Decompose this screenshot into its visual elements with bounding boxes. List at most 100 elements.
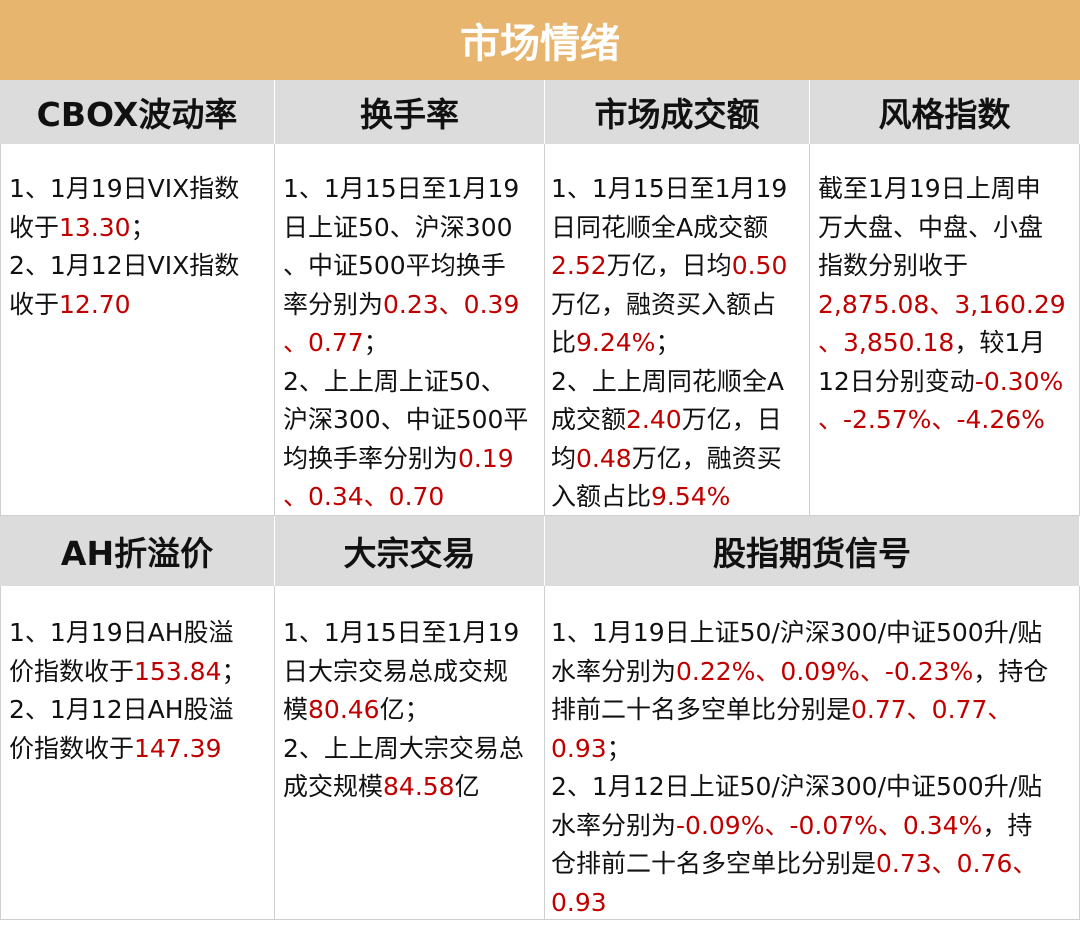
text-segment: 万亿，融资买入额占 (551, 289, 777, 319)
text-segment: 2、上上周同花顺全A (551, 366, 785, 396)
volume-text-line: 比9.24%； (551, 324, 803, 363)
text-segment: 仓排前二十名多空单比分别是 (551, 849, 877, 878)
highlight-value: 、0.77 (283, 328, 364, 357)
text-segment: 亿 (454, 772, 480, 801)
turnover-text-line: 日上证50、沪深300 (283, 209, 538, 248)
turnover-text-line: 率分别为0.23、0.39 (283, 286, 538, 325)
text-segment: 1、1月15日至1月19 (283, 174, 520, 203)
text-segment: 比 (551, 328, 577, 357)
text-segment: 1、1月15日至1月19 (551, 174, 788, 203)
text-segment: 模 (283, 695, 309, 724)
highlight-value: 0.23、0.39 (383, 289, 520, 319)
futures-text-line: 仓排前二十名多空单比分别是0.73、0.76、 (551, 845, 1073, 884)
highlight-value: 、3,850.18 (818, 328, 955, 357)
text-segment: 万大盘、中盘、小盘 (818, 212, 1044, 242)
header-block: 大宗交易 (275, 516, 545, 586)
highlight-value: 0.19 (458, 443, 514, 473)
text-segment: 1、1月19日上证50/沪深300/中证500升/贴 (551, 618, 1043, 647)
style-text-line: 截至1月19日上周申 (818, 170, 1073, 209)
cell-style: 截至1月19日上周申 万大盘、中盘、小盘 指数分别收于 2,875.08、3,160.… (810, 144, 1080, 516)
text-segment: 均换手率分别为 (283, 443, 459, 473)
cbox-text-line: 1、1月19日VIX指数 (9, 170, 268, 209)
text-segment: 收于 (9, 212, 60, 242)
text-segment: 万亿，日均 (606, 251, 732, 280)
highlight-value: 153.84 (134, 656, 222, 686)
text-segment: 2、上上周上证50、 (283, 366, 506, 396)
highlight-value: 0.22%、0.09%、-0.23% (676, 656, 974, 686)
text-segment: 日同花顺全A成交额 (551, 212, 769, 242)
highlight-value: 0.77、0.77、 (851, 695, 1013, 724)
highlight-value: 13.30 (59, 212, 131, 242)
block-text-line: 模80.46亿； (283, 691, 538, 730)
style-text-line: 2,875.08、3,160.29 (818, 286, 1073, 325)
text-segment: 沪深300、中证500平 (283, 405, 529, 434)
text-segment: 2、1月12日AH股溢 (9, 695, 234, 724)
volume-text-line: 成交额2.40万亿，日 (551, 401, 803, 440)
highlight-value: 0.93 (551, 887, 607, 917)
text-segment: 率分别为 (283, 289, 384, 319)
text-segment: 价指数收于 (9, 656, 135, 686)
text-segment: 日大宗交易总成交规 (283, 656, 509, 686)
header-futures: 股指期货信号 (545, 516, 1080, 586)
style-text-line: 万大盘、中盘、小盘 (818, 209, 1073, 248)
style-text-line: 指数分别收于 (818, 247, 1073, 286)
turnover-text-line: 、0.77； (283, 324, 538, 363)
header-style: 风格指数 (810, 80, 1080, 144)
highlight-value: 0.48 (576, 443, 632, 473)
highlight-value: 、0.34、0.70 (283, 482, 445, 511)
text-segment: ，较1月 (954, 328, 1046, 357)
text-segment: 成交额 (551, 405, 627, 434)
text-segment: 2、1月12日VIX指数 (9, 251, 240, 280)
text-segment: ； (221, 656, 247, 686)
ah-text-line: 价指数收于147.39 (9, 730, 268, 769)
cbox-text-line: 收于13.30； (9, 209, 268, 248)
volume-text-line: 入额占比9.54% (551, 478, 803, 517)
text-segment: ； (130, 212, 156, 242)
text-segment: 排前二十名多空单比分别是 (551, 695, 852, 724)
text-segment: 12日分别变动 (818, 366, 975, 396)
block-text-line: 日大宗交易总成交规 (283, 653, 538, 692)
text-segment: ，持 (982, 810, 1033, 840)
text-segment: 收于 (9, 289, 60, 319)
turnover-text-line: 、中证500平均换手 (283, 247, 538, 286)
volume-text-line: 2、上上周同花顺全A (551, 363, 803, 402)
volume-text-line: 均0.48万亿，融资买 (551, 440, 803, 479)
highlight-value: 0.50 (731, 251, 788, 280)
highlight-value: 2.52 (551, 251, 607, 280)
cell-cbox: 1、1月19日VIX指数 收于13.30； 2、1月12日VIX指数 收于12.70 (0, 144, 275, 516)
volume-text-line: 2.52万亿，日均0.50 (551, 247, 803, 286)
style-text-line: 12日分别变动-0.30% (818, 363, 1073, 402)
futures-text-line: 排前二十名多空单比分别是0.77、0.77、 (551, 691, 1073, 730)
futures-text-line: 1、1月19日上证50/沪深300/中证500升/贴 (551, 614, 1073, 653)
block-text-line: 成交规模84.58亿 (283, 768, 538, 807)
volume-text-line: 1、1月15日至1月19 (551, 170, 803, 209)
highlight-value: 2,875.08、3,160.29 (818, 289, 1066, 319)
turnover-text-line: 1、1月15日至1月19 (283, 170, 538, 209)
futures-text-line: 2、1月12日上证50/沪深300/中证500升/贴 (551, 768, 1073, 807)
ah-text-line: 2、1月12日AH股溢 (9, 691, 268, 730)
text-segment: 水率分别为 (551, 810, 677, 840)
text-segment: 指数分别收于 (818, 251, 969, 280)
header-volume: 市场成交额 (545, 80, 810, 144)
text-segment: 价指数收于 (9, 733, 135, 763)
text-segment: 万亿，融资买 (631, 443, 782, 473)
turnover-text-line: 沪深300、中证500平 (283, 401, 538, 440)
futures-text-line: 0.93； (551, 730, 1073, 769)
cell-volume: 1、1月15日至1月19 日同花顺全A成交额 2.52万亿，日均0.50 万亿，融资买… (545, 144, 810, 516)
highlight-value: 、-2.57%、-4.26% (818, 405, 1045, 434)
header-ah: AH折溢价 (0, 516, 275, 586)
text-segment: 截至1月19日上周申 (818, 174, 1041, 203)
header-cbox: CBOX波动率 (0, 80, 275, 144)
highlight-value: 84.58 (383, 772, 455, 801)
style-text-line: 、3,850.18，较1月 (818, 324, 1073, 363)
highlight-value: -0.09%、-0.07%、0.34% (676, 810, 983, 840)
futures-text-line: 水率分别为0.22%、0.09%、-0.23%，持仓 (551, 653, 1073, 692)
text-segment: 亿； (379, 695, 430, 724)
volume-text-line: 日同花顺全A成交额 (551, 209, 803, 248)
text-segment: 1、1月19日AH股溢 (9, 618, 234, 647)
highlight-value: 12.70 (59, 289, 131, 319)
block-text-line: 1、1月15日至1月19 (283, 614, 538, 653)
text-segment: 万亿，日 (681, 405, 782, 434)
volume-text-line: 万亿，融资买入额占 (551, 286, 803, 325)
style-text-line: 、-2.57%、-4.26% (818, 401, 1073, 440)
